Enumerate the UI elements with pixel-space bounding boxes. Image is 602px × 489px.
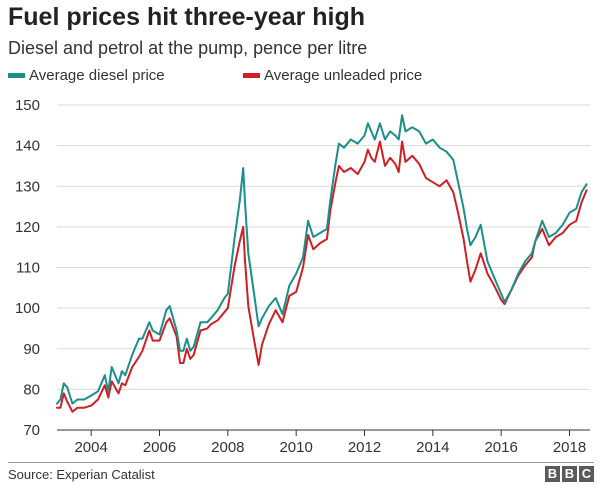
x-tick-label-2016: 2016: [484, 439, 517, 456]
legend-swatch-petrol: [243, 72, 260, 78]
x-tick-label-2004: 2004: [74, 439, 107, 456]
x-tick-label-2010: 2010: [279, 439, 312, 456]
series-layer: [56, 114, 588, 413]
source-note: Source: Experian Catalist: [8, 467, 155, 482]
y-tick-label-140: 140: [15, 138, 40, 155]
bbc-logo: B B C: [545, 466, 594, 482]
series-line-diesel: [56, 114, 588, 405]
y-tick-label-120: 120: [15, 219, 40, 236]
chart-subtitle: Diesel and petrol at the pump, pence per…: [8, 38, 368, 58]
axis-layer: 70 80 90 100 110 120 130 140 150 2004 2006 2008 2010…: [15, 97, 586, 456]
grid-layer: [57, 104, 590, 431]
legend-item-diesel: Average diesel price: [8, 66, 165, 84]
x-tick-label-2018: 2018: [553, 439, 586, 456]
footer-divider: [8, 462, 594, 463]
bbc-logo-block-2: B: [562, 466, 577, 482]
bbc-logo-block-1: B: [545, 466, 560, 482]
x-tick-label-2014: 2014: [416, 439, 449, 456]
y-tick-label-80: 80: [23, 381, 40, 398]
line-chart: 70 80 90 100 110 120 130 140 150 2004 2006 2008 2010…: [15, 97, 590, 456]
y-tick-label-70: 70: [23, 422, 40, 439]
legend-swatch-diesel: [8, 72, 25, 78]
legend-label-diesel: Average diesel price: [29, 66, 165, 84]
y-tick-label-150: 150: [15, 97, 40, 114]
chart-title: Fuel prices hit three-year high: [8, 3, 366, 31]
x-tick-label-2012: 2012: [348, 439, 381, 456]
series-line-unleaded: [56, 140, 588, 413]
y-tick-label-100: 100: [15, 300, 40, 317]
x-tick-label-2008: 2008: [211, 439, 244, 456]
y-tick-label-130: 130: [15, 178, 40, 195]
legend-item-petrol: Average unleaded price: [243, 66, 422, 84]
legend-label-petrol: Average unleaded price: [264, 66, 423, 84]
y-tick-label-110: 110: [16, 260, 40, 277]
y-tick-label-90: 90: [23, 341, 40, 358]
x-tick-label-2006: 2006: [143, 439, 176, 456]
bbc-logo-block-3: C: [579, 466, 594, 482]
